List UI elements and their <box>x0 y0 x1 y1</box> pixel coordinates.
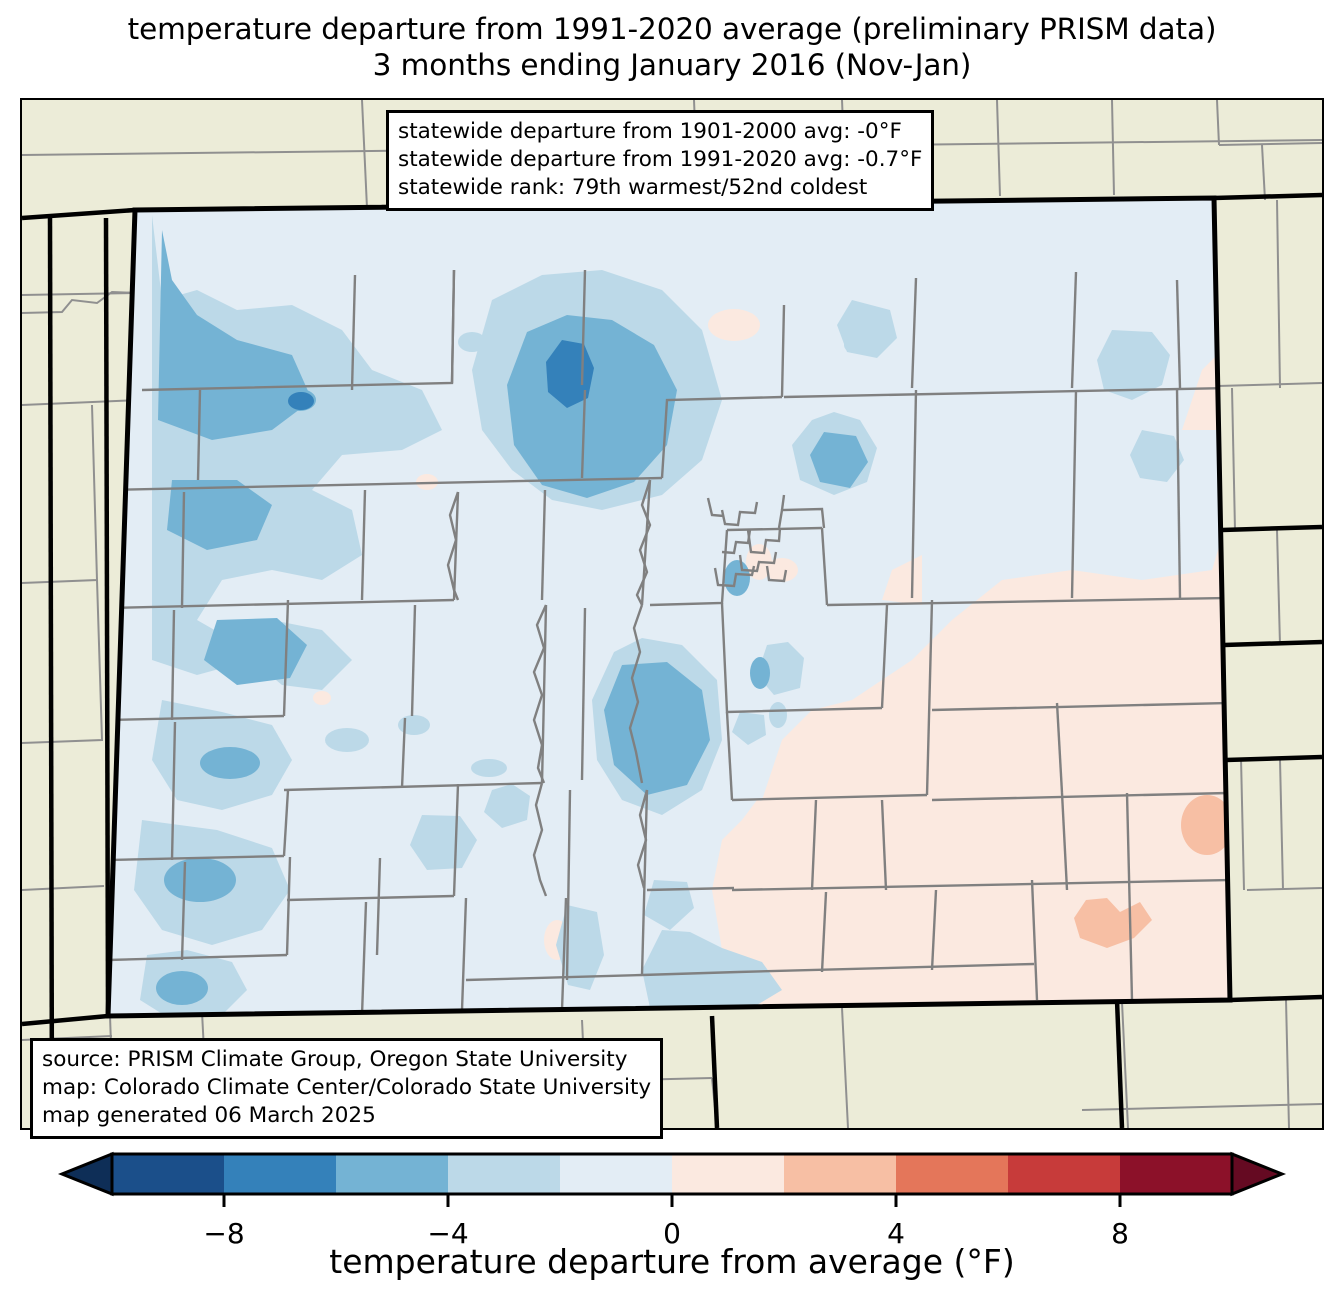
colorbar-band-6 <box>784 1154 897 1194</box>
source-line: source: PRISM Climate Group, Oregon Stat… <box>42 1047 628 1072</box>
band--4-to--2-pocket-ne3 <box>1130 430 1184 482</box>
map-generated-line: map generated 06 March 2025 <box>42 1102 376 1128</box>
colorbar-tick-label-4: 8 <box>1111 1217 1129 1250</box>
colorbar-svg: −8 −4 0 4 8 <box>57 1151 1287 1250</box>
colorbar-under-cap <box>57 1151 114 1197</box>
stat-departure-1901-2000: statewide departure from 1901-2000 avg: … <box>398 119 902 144</box>
colorbar-band-5 <box>672 1154 785 1194</box>
band--6-to--4-southpark <box>604 662 710 795</box>
band--6-to--4-pocket-a <box>724 560 750 596</box>
colorbar-tick-label-1: −4 <box>427 1217 468 1250</box>
title-line-2: 3 months ending January 2016 (Nov-Jan) <box>372 47 972 82</box>
band--4-to--2-pocket-s2 <box>732 712 766 745</box>
colorbar: −8 −4 0 4 8 <box>0 1140 1344 1299</box>
band--4-to--2-pocket-s4 <box>844 337 864 353</box>
band-0-to-2-pocket-d <box>708 309 760 341</box>
statewide-statistics-box: statewide departure from 1901-2000 avg: … <box>386 110 935 211</box>
colorbar-bands <box>57 1151 1287 1197</box>
title-line-1: temperature departure from 1991-2020 ave… <box>127 12 1217 46</box>
colorbar-band-0 <box>112 1154 225 1194</box>
colorbar-over-cap <box>1230 1151 1287 1197</box>
colorado-temperature-departure-map <box>22 100 1322 1128</box>
band--8-to--6-pocket-nw <box>288 392 314 410</box>
source-attribution-box: source: PRISM Climate Group, Oregon Stat… <box>30 1038 664 1139</box>
map-credit-line: map: Colorado Climate Center/Colorado St… <box>42 1074 652 1100</box>
colorado-county-lines <box>108 269 1230 1016</box>
band--4-to--2-pocket-s8 <box>471 759 507 777</box>
band-0-to-2-pocket-c <box>742 800 782 845</box>
colorbar-band-7 <box>896 1154 1009 1194</box>
colorbar-band-8 <box>1008 1154 1121 1194</box>
band--4-to--2-pocket-s3 <box>769 702 787 728</box>
colorbar-axis-title: temperature departure from average (°F) <box>329 1242 1015 1281</box>
colorbar-band-3 <box>448 1154 561 1194</box>
band--4-to--2-pocket-s1 <box>757 642 804 695</box>
band--4-to--2-pocket-s5 <box>458 332 486 352</box>
band-0-to-2-pocket-k <box>313 691 331 705</box>
band--4-to--2-sanluis-c <box>644 880 694 930</box>
colorbar-ticks: −8 −4 0 4 8 <box>203 1194 1129 1250</box>
page-title: temperature departure from 1991-2020 ave… <box>0 12 1344 84</box>
neighboring-state-borders <box>22 192 1322 1128</box>
colorbar-band-4 <box>560 1154 673 1194</box>
band--4-to--2-pocket-s7 <box>398 715 430 735</box>
map-panel <box>20 98 1324 1130</box>
colorbar-tick-label-3: 4 <box>887 1217 905 1250</box>
colorbar-band-9 <box>1120 1154 1233 1194</box>
band--4-to--2-sw-c <box>484 784 530 828</box>
band--6-to--4-pocket-w1 <box>200 747 260 779</box>
temperature-departure-raster <box>108 198 1230 1016</box>
colorbar-band-2 <box>336 1154 449 1194</box>
colorbar-tick-label-2: 0 <box>663 1217 681 1250</box>
band--4-to--2-northeast-pocket <box>1097 330 1170 400</box>
band-2-to-4-core-b <box>1074 898 1152 948</box>
colorbar-band-1 <box>224 1154 337 1194</box>
band-2-to-4-core-a <box>1181 795 1230 855</box>
band--6-to--4-pocket-w2 <box>164 858 236 902</box>
band--6-to--4-pocket-b <box>750 657 770 689</box>
stat-departure-1991-2020: statewide departure from 1991-2020 avg: … <box>398 146 923 172</box>
band--6-to--4-pocket-w3 <box>156 971 208 1005</box>
band--6-to--4-nw-b <box>167 480 272 550</box>
colorbar-tick-label-0: −8 <box>203 1217 244 1250</box>
band--4-to--2-sw-b <box>410 815 477 870</box>
band--6-to--4-nw-c <box>204 618 307 685</box>
band--6-to--4-cheyenne <box>810 432 868 488</box>
band--4-to--2-pocket-s6 <box>325 728 369 752</box>
stat-statewide-rank: statewide rank: 79th warmest/52nd coldes… <box>398 174 868 200</box>
band-0-to-2-east <box>712 430 1230 1016</box>
